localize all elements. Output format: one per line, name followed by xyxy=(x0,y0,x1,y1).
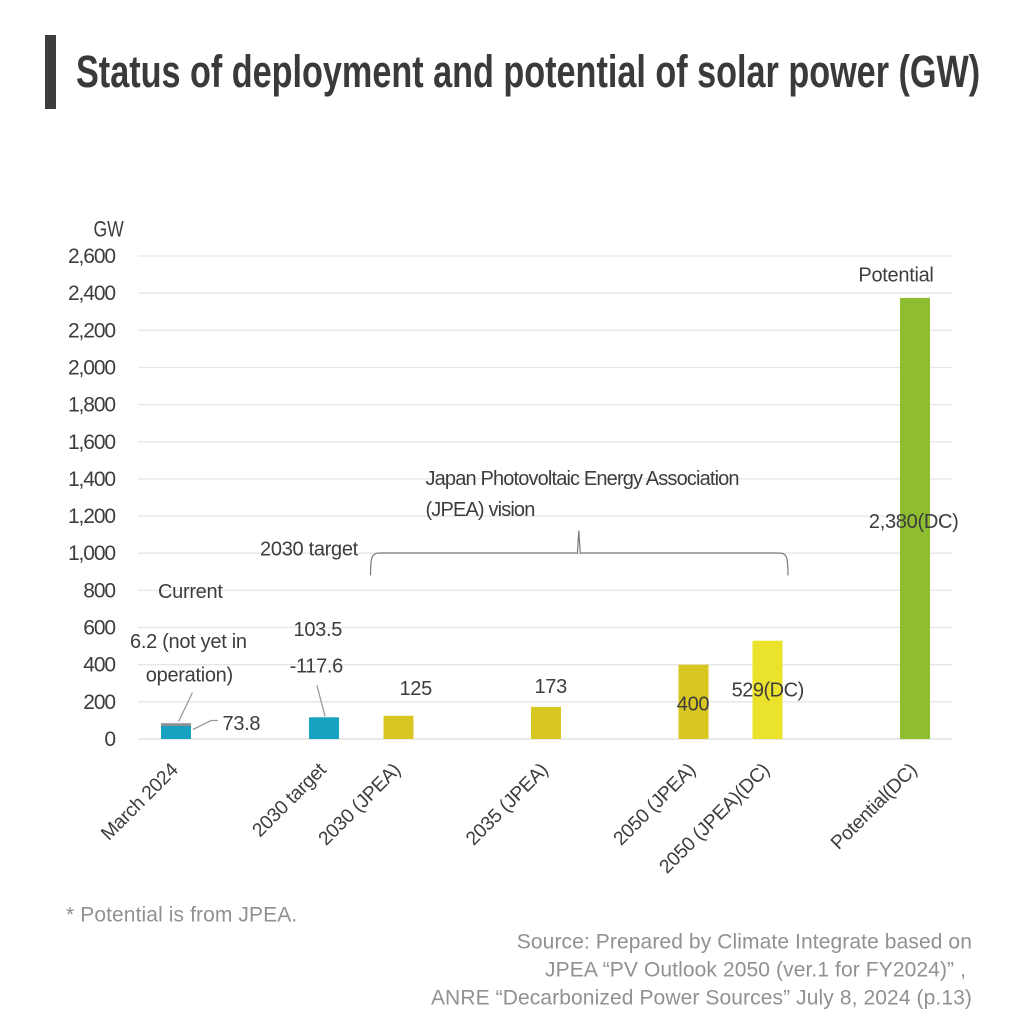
svg-text:1,600: 1,600 xyxy=(68,431,115,454)
svg-text:Source: Prepared by Climate In: Source: Prepared by Climate Integrate ba… xyxy=(517,931,972,954)
svg-text:400: 400 xyxy=(677,694,710,716)
svg-text:2030 target: 2030 target xyxy=(260,539,359,561)
svg-text:Status of deployment and poten: Status of deployment and potential of so… xyxy=(76,48,980,98)
svg-text:Current: Current xyxy=(158,581,223,603)
svg-text:2,380(DC): 2,380(DC) xyxy=(869,511,959,533)
svg-text:600: 600 xyxy=(83,617,115,640)
svg-text:1,200: 1,200 xyxy=(68,505,115,528)
svg-text:400: 400 xyxy=(83,654,115,677)
svg-text:2,200: 2,200 xyxy=(68,319,115,342)
svg-text:Japan Photovoltaic Energy Asso: Japan Photovoltaic Energy Association xyxy=(426,468,739,490)
svg-text:Potential(DC): Potential(DC) xyxy=(826,759,921,854)
svg-text:1,800: 1,800 xyxy=(68,394,115,417)
svg-text:(JPEA) vision: (JPEA) vision xyxy=(426,499,535,521)
svg-text:GW: GW xyxy=(94,218,124,242)
svg-text:6.2 (not yet in: 6.2 (not yet in xyxy=(130,631,247,653)
svg-text:529(DC): 529(DC) xyxy=(732,680,804,702)
svg-text:2,600: 2,600 xyxy=(68,245,115,268)
svg-text:125: 125 xyxy=(399,678,432,700)
svg-text:JPEA “PV Outlook 2050 (ver.1 f: JPEA “PV Outlook 2050 (ver.1 for FY2024)… xyxy=(545,959,966,982)
svg-text:2,400: 2,400 xyxy=(68,282,115,305)
svg-text:1,000: 1,000 xyxy=(68,542,115,565)
svg-text:-117.6: -117.6 xyxy=(290,655,344,677)
svg-text:Potential: Potential xyxy=(858,265,933,287)
svg-text:1,400: 1,400 xyxy=(68,468,115,491)
svg-text:2,000: 2,000 xyxy=(68,357,115,380)
svg-text:0: 0 xyxy=(104,728,115,751)
svg-text:* Potential is from JPEA.: * Potential is from JPEA. xyxy=(66,904,297,927)
svg-text:ANRE “Decarbonized Power Sourc: ANRE “Decarbonized Power Sources” July 8… xyxy=(431,987,972,1010)
svg-text:73.8: 73.8 xyxy=(223,713,261,735)
svg-text:800: 800 xyxy=(83,579,115,602)
svg-text:200: 200 xyxy=(83,691,115,714)
svg-text:103.5: 103.5 xyxy=(294,619,343,641)
svg-text:operation): operation) xyxy=(146,665,233,687)
svg-text:March 2024: March 2024 xyxy=(97,759,183,845)
svg-text:173: 173 xyxy=(534,676,567,698)
svg-text:2035 (JPEA): 2035 (JPEA) xyxy=(462,759,553,850)
